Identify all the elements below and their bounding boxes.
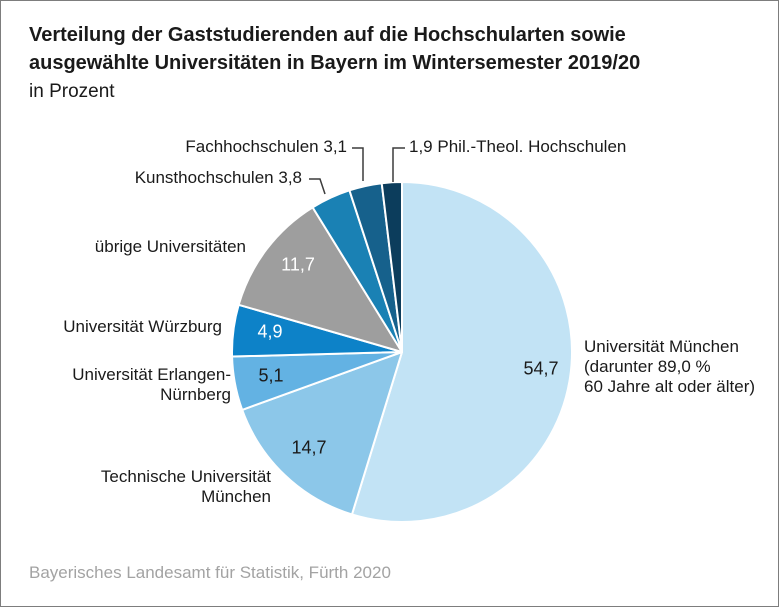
leader-line-fachhochschulen xyxy=(352,147,364,181)
callout-kunsthochschulen-value: 3,8 xyxy=(278,168,302,187)
callout-phil-theol: 1,9 Phil.-Theol. Hochschulen xyxy=(409,137,626,157)
callout-kunsthochschulen-name: Kunsthochschulen xyxy=(134,168,274,187)
callout-uebrige-universitaeten: übrige Universitäten xyxy=(94,237,246,256)
callout-universitaet-muenchen-name: Universität München xyxy=(584,337,739,356)
callout-phil-theol-name: Phil.-Theol. Hochschulen xyxy=(437,137,627,156)
callout-universitaet-muenchen-note: (darunter 89,0 % 60 Jahre alt oder älter… xyxy=(584,357,756,396)
pie-slice-4 xyxy=(237,206,403,353)
leader-line-kunsthochschulen xyxy=(309,178,326,195)
pie-slice-0 xyxy=(350,181,573,523)
pie-slice-1 xyxy=(241,351,403,516)
source-note: Bayerisches Landesamt für Statistik, Für… xyxy=(29,563,391,582)
callout-fachhochschulen-name: Fachhochschulen xyxy=(185,137,319,156)
callout-fachhochschulen: Fachhochschulen 3,1 xyxy=(185,137,347,157)
callout-phil-theol-value: 1,9 xyxy=(409,137,433,156)
callout-fachhochschulen-value: 3,1 xyxy=(323,137,347,156)
title-line-2: ausgewählte Universitäten in Bayern im W… xyxy=(29,52,641,74)
value-label-tu-muenchen: 14,7 xyxy=(291,437,327,458)
title-line-1: Verteilung der Gaststudierenden auf die … xyxy=(29,24,626,46)
callout-technische-universitaet-muenchen: Technische Universität München xyxy=(100,467,271,506)
value-label-uebrige: 11,7 xyxy=(281,254,315,275)
callout-universitaet-wuerzburg: Universität Würzburg xyxy=(63,317,222,336)
callout-universitaet-erlangen-nuernberg: Universität Erlangen-Nürnberg xyxy=(72,365,231,404)
leader-line-phil-theol xyxy=(392,147,405,182)
page-title: Verteilung der Gaststudierenden auf die … xyxy=(29,21,759,77)
value-label-muenchen: 54,7 xyxy=(523,358,559,379)
callout-universitaet-muenchen: Universität München (darunter 89,0 % 60 … xyxy=(584,337,776,397)
pie-slice-7 xyxy=(380,180,403,353)
chart-subtitle: in Prozent xyxy=(29,81,115,102)
value-label-wuerzburg: 4,9 xyxy=(257,321,283,342)
pie-slices xyxy=(231,180,573,523)
callout-kunsthochschulen: Kunsthochschulen 3,8 xyxy=(135,168,302,188)
value-label-erlangen: 5,1 xyxy=(258,365,284,386)
